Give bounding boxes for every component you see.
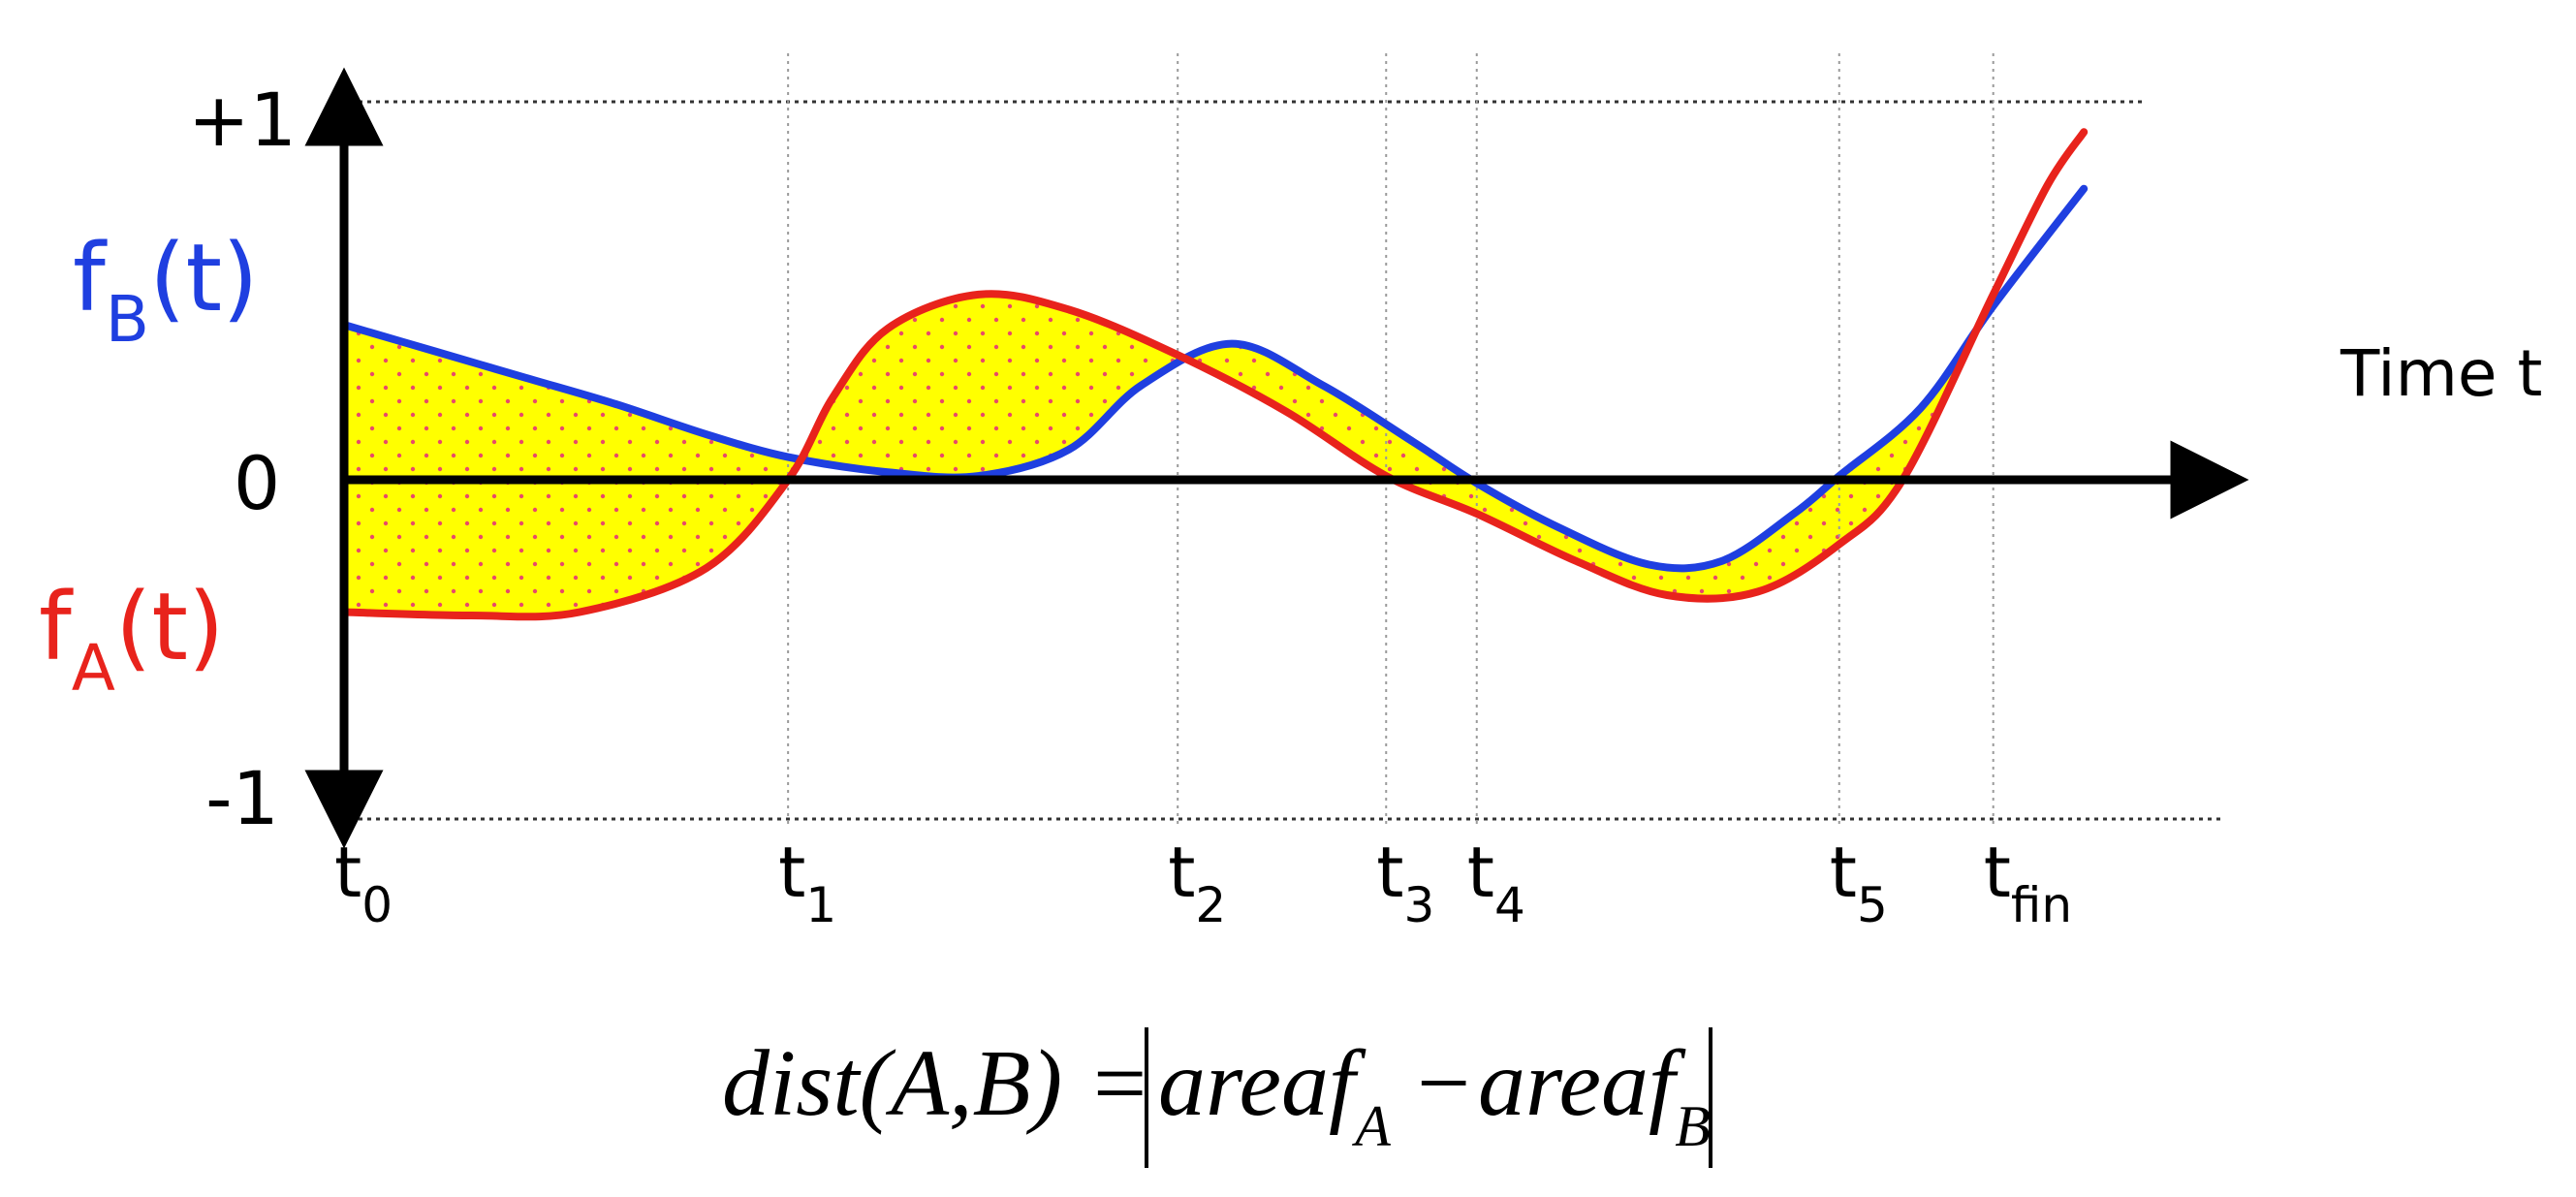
- formula-equals: =: [1093, 1031, 1147, 1136]
- time-label-t1: t1: [778, 832, 836, 933]
- series-line-fA: [340, 128, 2089, 621]
- formula-lhs: dist(A,B): [722, 1031, 1062, 1136]
- time-label-t3: t3: [1376, 832, 1434, 933]
- time-label-t4: t4: [1467, 832, 1525, 933]
- time-label-t2: t2: [1168, 832, 1226, 933]
- y-tick-label-minus1: -1: [205, 755, 279, 841]
- time-label-t0: t0: [334, 832, 393, 933]
- time-label-tfin: tfin: [1984, 832, 2072, 933]
- y-tick-label-plus1: +1: [188, 77, 297, 163]
- formula-term-A: areafA: [1158, 1031, 1391, 1158]
- time-marker-labels: t0 t1 t2 t3 t4 t5 tfin: [334, 832, 2072, 933]
- time-label-t5: t5: [1830, 832, 1888, 933]
- series-label-fB: fB(t): [73, 224, 259, 357]
- y-tick-label-zero: 0: [234, 440, 280, 526]
- x-axis-label: Time t: [2340, 336, 2542, 411]
- distance-formula: dist(A,B) = areafA − areafB: [722, 1027, 1712, 1168]
- area-between-curves: [342, 292, 1995, 618]
- formula-minus: −: [1417, 1031, 1470, 1136]
- formula-term-B: areafB: [1478, 1031, 1711, 1158]
- series-label-fA: fA(t): [39, 573, 225, 706]
